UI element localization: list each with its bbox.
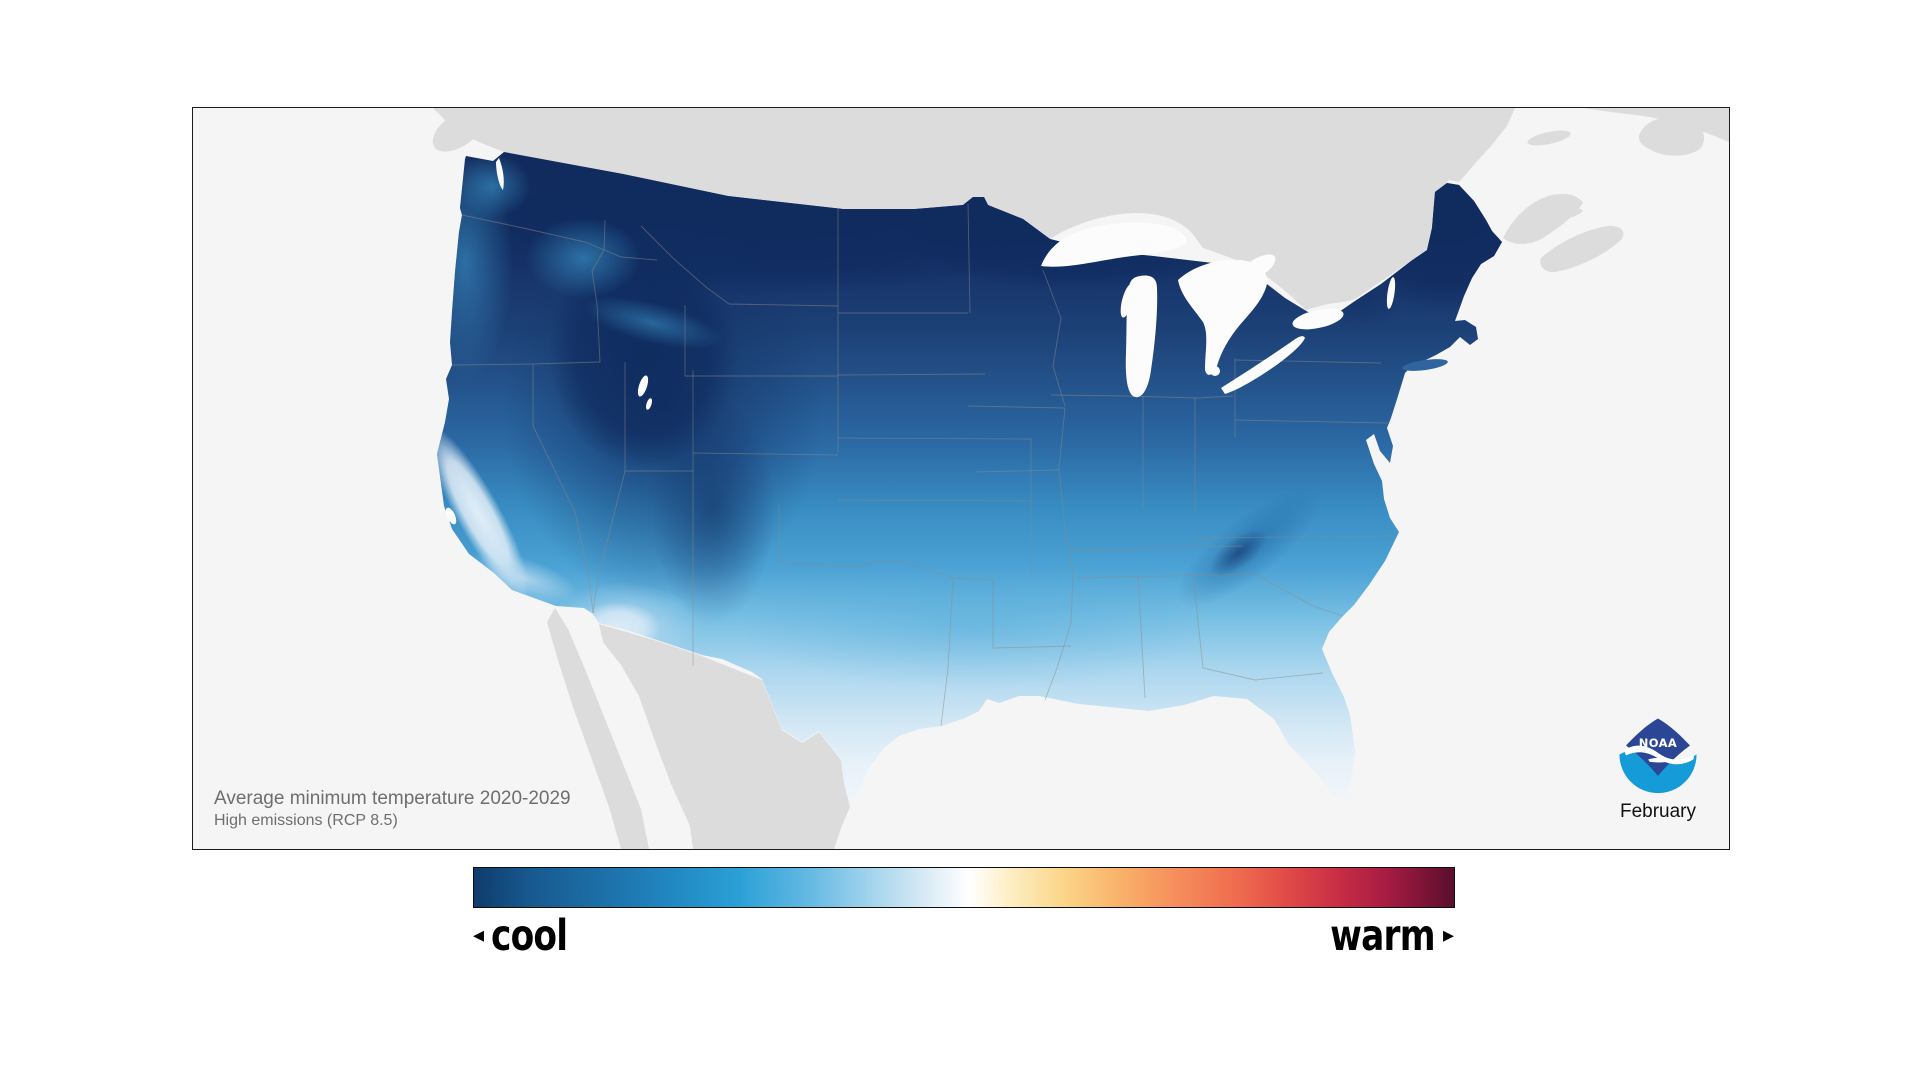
warm-label: warm — [1330, 911, 1435, 961]
cool-label-group: ◂ cool — [473, 911, 586, 961]
caption-title: Average minimum temperature 2020-2029 — [214, 788, 571, 809]
noaa-logo-block: NOAA February — [1617, 716, 1699, 823]
month-label: February — [1619, 801, 1697, 822]
noaa-logo-icon: NOAA — [1619, 718, 1697, 794]
us-temperature-map — [432, 108, 1729, 849]
caption-scenario: High emissions (RCP 8.5) — [214, 812, 398, 830]
green-bay — [1120, 284, 1134, 318]
climate-map-panel: Average minimum temperature 2020-2029 Hi… — [192, 107, 1730, 850]
warm-arrow-icon: ▸ — [1442, 923, 1454, 948]
mexico-landmass — [547, 608, 850, 849]
lake-superior — [1041, 222, 1187, 267]
vancouver-island — [432, 108, 486, 152]
great-salt-lake — [637, 375, 649, 397]
new-brunswick — [1503, 194, 1583, 244]
nova-scotia — [1540, 225, 1624, 273]
great-lakes — [445, 158, 1396, 525]
map-caption: Average minimum temperature 2020-2029 Hi… — [214, 788, 571, 831]
san-francisco-bay — [445, 507, 457, 525]
baja-california — [547, 608, 649, 849]
newfoundland — [1638, 116, 1705, 156]
lake-michigan — [1125, 275, 1158, 398]
lake-ontario — [1292, 308, 1344, 330]
temperature-colorbar — [473, 867, 1455, 908]
cool-label: cool — [491, 911, 568, 961]
georgian-bay — [1238, 254, 1276, 282]
lake-champlain — [1386, 277, 1396, 309]
state-borders — [451, 203, 1394, 727]
long-island — [1402, 359, 1448, 371]
cool-arrow-icon: ◂ — [473, 923, 484, 948]
lake-huron — [1178, 259, 1268, 375]
lake-st-clair — [1210, 366, 1220, 376]
lake-erie — [1221, 336, 1305, 394]
noaa-logo-text: NOAA — [1639, 736, 1677, 750]
puget-sound — [496, 158, 504, 190]
warm-label-group: warm ▸ — [1304, 911, 1454, 961]
colorbar-labels: ◂ cool warm ▸ — [473, 905, 1454, 967]
